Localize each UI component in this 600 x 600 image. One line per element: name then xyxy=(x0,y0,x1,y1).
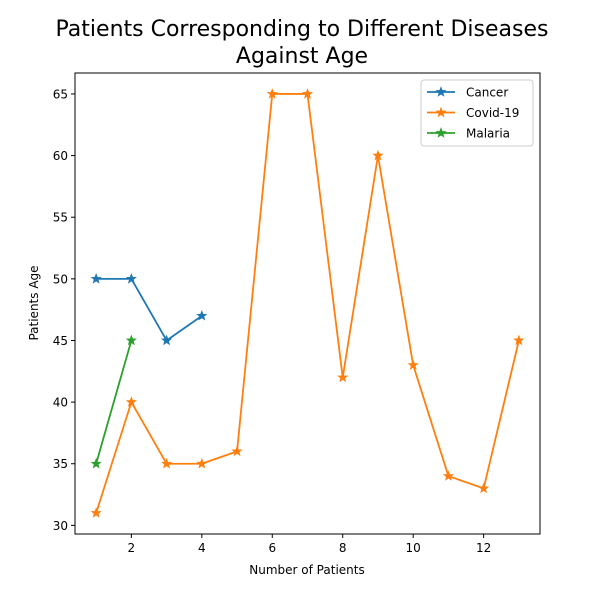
series-line-cancer xyxy=(96,277,203,342)
data-point-cancer xyxy=(125,272,137,284)
y-tick-label: 55 xyxy=(53,211,68,225)
data-point-malaria xyxy=(125,334,137,346)
legend-item-malaria: Malaria xyxy=(427,127,510,141)
legend-marker-star-icon xyxy=(435,127,447,138)
data-point-covid-19 xyxy=(372,149,384,161)
y-tick-label: 45 xyxy=(53,334,68,348)
series-cancer xyxy=(90,272,208,346)
legend-item-covid-19: Covid-19 xyxy=(427,106,519,120)
data-point-covid-19 xyxy=(407,359,419,370)
data-point-cancer xyxy=(161,334,173,346)
legend-label: Malaria xyxy=(466,127,510,141)
y-tick-label: 35 xyxy=(53,457,68,471)
y-tick-label: 65 xyxy=(53,87,68,101)
legend-marker-star-icon xyxy=(435,86,447,97)
series-line-malaria xyxy=(95,340,133,464)
data-point-covid-19 xyxy=(196,457,208,469)
legend: Cancer Covid-19 Malaria xyxy=(420,79,534,147)
y-axis: 30 35 40 45 50 55 60 65 xyxy=(53,87,75,533)
data-point-covid-19 xyxy=(478,482,490,494)
legend-box xyxy=(420,79,534,147)
data-point-cancer xyxy=(196,309,208,321)
data-point-cancer xyxy=(90,272,102,284)
x-tick-label: 2 xyxy=(128,541,136,555)
data-point-covid-19 xyxy=(125,396,137,407)
data-point-covid-19 xyxy=(513,334,525,346)
plot-area xyxy=(90,88,525,518)
x-tick-label: 12 xyxy=(476,541,491,555)
legend-item-cancer: Cancer xyxy=(427,86,508,100)
data-point-covid-19 xyxy=(301,88,314,99)
data-point-covid-19 xyxy=(161,457,173,469)
data-point-covid-19 xyxy=(231,445,243,457)
y-tick-label: 40 xyxy=(53,396,68,410)
x-tick-label: 4 xyxy=(198,541,206,555)
series-malaria xyxy=(90,334,137,469)
chart-title-line-2: Against Age xyxy=(236,44,368,69)
axes-frame xyxy=(74,72,541,535)
data-point-malaria xyxy=(90,457,102,469)
x-axis-label: Number of Patients xyxy=(249,563,364,577)
data-point-covid-19 xyxy=(266,88,278,99)
y-axis-label: Patients Age xyxy=(27,265,41,340)
x-tick-label: 10 xyxy=(406,541,421,555)
chart-title-line-1: Patients Corresponding to Different Dise… xyxy=(56,17,549,42)
legend-label: Cancer xyxy=(466,86,508,100)
x-tick-label: 8 xyxy=(339,541,347,555)
y-tick-label: 30 xyxy=(53,519,68,533)
x-tick-label: 6 xyxy=(268,541,276,555)
series-covid-19 xyxy=(90,88,525,518)
legend-label: Covid-19 xyxy=(466,106,519,120)
legend-marker-star-icon xyxy=(435,106,447,118)
data-point-covid-19 xyxy=(337,371,349,383)
y-tick-label: 60 xyxy=(53,149,68,163)
y-tick-label: 50 xyxy=(53,272,68,286)
x-axis: 2 4 6 8 10 12 xyxy=(128,534,491,555)
data-point-covid-19 xyxy=(90,507,102,518)
data-point-covid-19 xyxy=(442,470,454,481)
